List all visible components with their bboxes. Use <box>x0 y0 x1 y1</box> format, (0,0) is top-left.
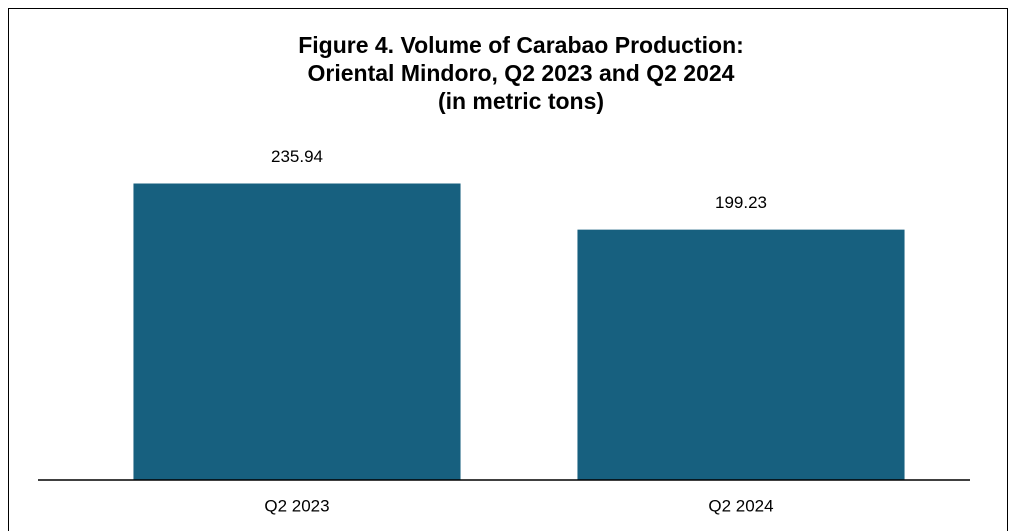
data-label: 199.23 <box>715 193 767 212</box>
x-tick-label: Q2 2024 <box>708 496 773 515</box>
data-label: 235.94 <box>271 147 323 166</box>
bar <box>133 183 461 480</box>
chart-title: Oriental Mindoro, Q2 2023 and Q2 2024 <box>308 60 735 86</box>
chart-title: (in metric tons) <box>438 88 604 114</box>
chart-title: Figure 4. Volume of Carabao Production: <box>298 32 744 58</box>
bar <box>577 229 905 480</box>
x-tick-label: Q2 2023 <box>264 496 329 515</box>
